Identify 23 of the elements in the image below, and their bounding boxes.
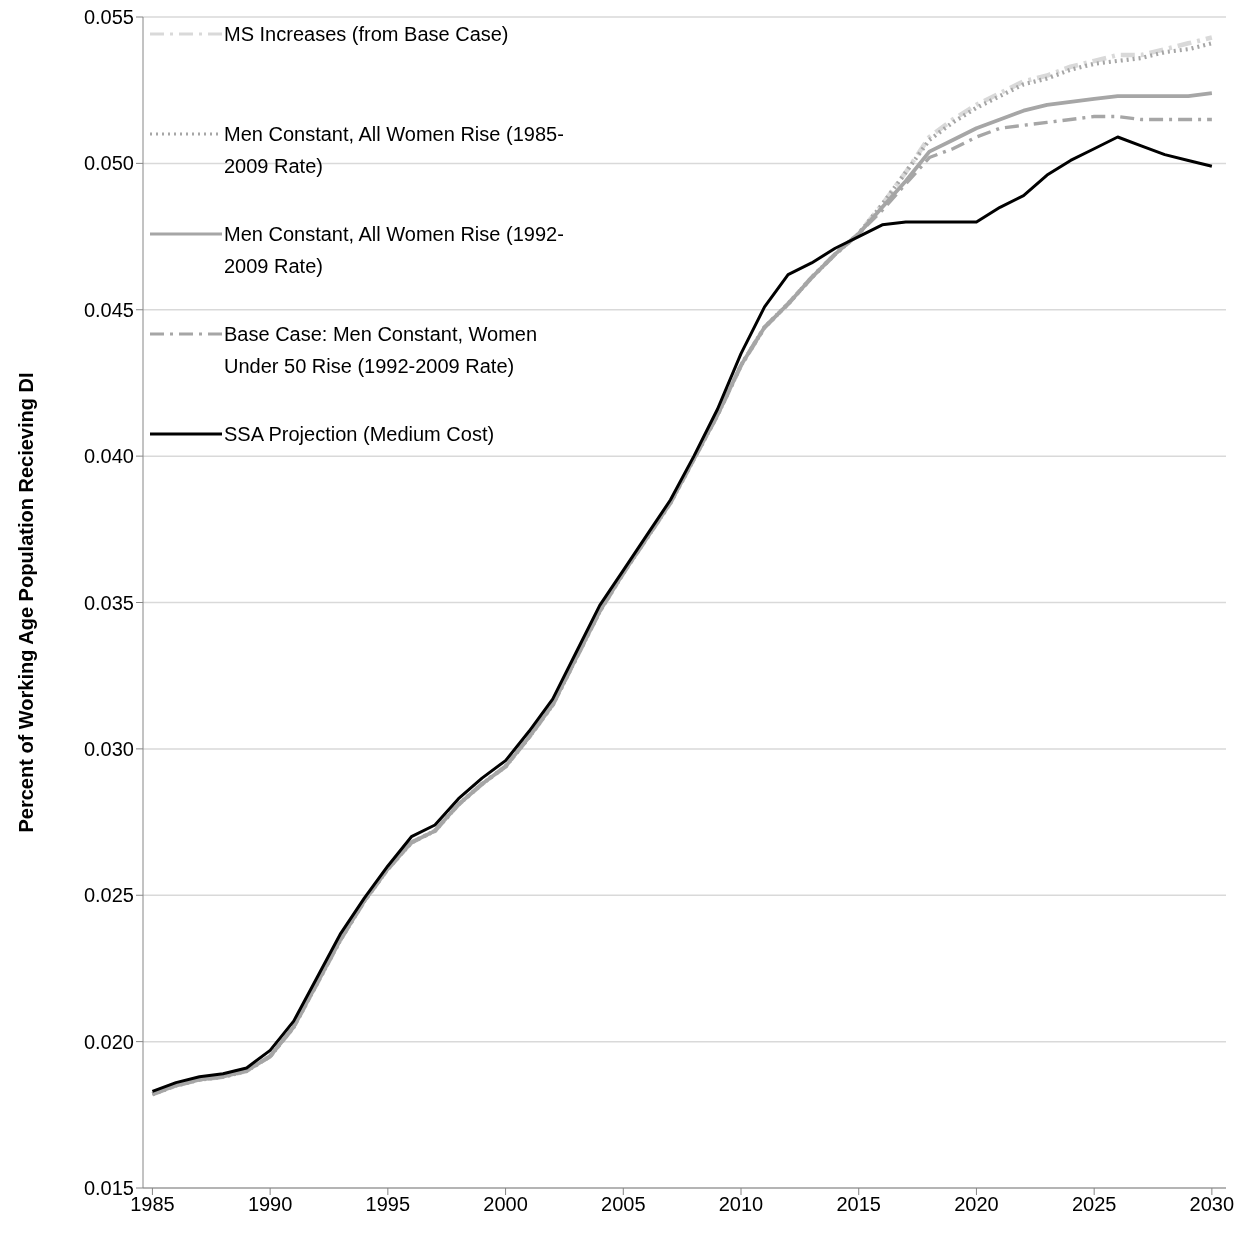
y-tick-label: 0.045 [83, 298, 134, 321]
y-tick-label: 0.050 [83, 152, 134, 175]
y-tick-label: 0.055 [83, 6, 134, 29]
x-tick-label: 1995 [365, 1193, 411, 1216]
legend-label: MS Increases (from Base Case) [224, 22, 510, 47]
legend-label: Men Constant, All Women Rise (1992-2009 Rate) [224, 222, 565, 279]
x-tick-label: 2020 [954, 1193, 999, 1216]
x-tick-label: 2005 [601, 1193, 646, 1216]
x-tick-label: 2030 [1189, 1193, 1235, 1216]
y-tick-label: 0.025 [83, 884, 134, 907]
y-tick-label: 0.030 [83, 737, 134, 760]
legend-label: Base Case: Men Constant, Women Under 50 Rise (1992-2009 Rate) [224, 322, 539, 379]
legend-label: Men Constant, All Women Rise (1985-2009 Rate) [224, 122, 565, 179]
y-tick-label: 0.020 [83, 1030, 134, 1053]
x-tick-label: 2025 [1071, 1193, 1117, 1216]
x-tick-label: 1990 [247, 1193, 293, 1216]
y-axis-title: Percent of Working Age Population Recieving DI [15, 372, 38, 833]
y-tick-label: 0.040 [83, 445, 134, 468]
legend-label: SSA Projection (Medium Cost) [224, 422, 496, 447]
x-tick-label: 2010 [718, 1193, 764, 1216]
x-tick-label: 2000 [483, 1193, 528, 1216]
y-tick-label: 0.035 [83, 591, 134, 614]
x-tick-label: 2015 [836, 1193, 881, 1216]
